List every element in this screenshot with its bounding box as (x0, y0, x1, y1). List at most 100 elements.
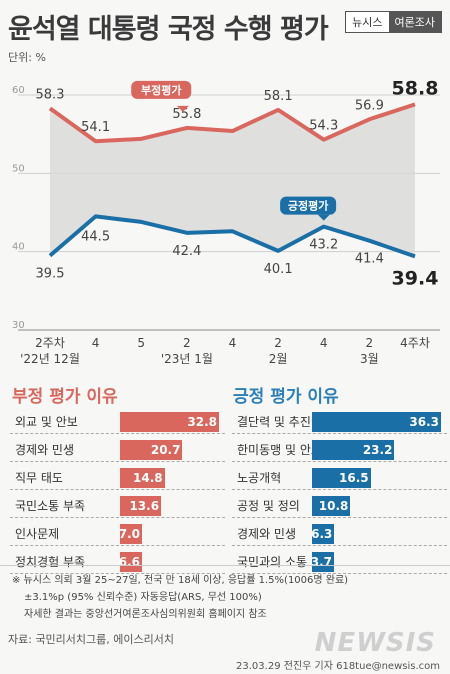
reason-bar-track: 10.8 (312, 496, 441, 516)
reason-row: 결단력 및 추진력 36.3 (232, 410, 447, 434)
data-label: 58.1 (264, 89, 293, 104)
reason-bar: 7.0 (118, 524, 142, 544)
reason-row: 경제와 민생 6.3 (232, 522, 447, 546)
data-label: 54.3 (309, 119, 338, 134)
reason-row: 경제와 민생 20.7 (10, 438, 225, 462)
x-tick-label: 2 (366, 336, 374, 350)
x-tick-label: 2 (183, 336, 191, 350)
unit-label: 단위: % (8, 51, 46, 64)
reason-row: 인사문제 7.0 (10, 522, 225, 546)
page-title: 윤석열 대통령 국정 수행 평가 (8, 14, 329, 45)
reason-bar: 6.3 (311, 524, 335, 544)
data-label: 40.1 (264, 262, 293, 277)
reason-bar: 3.7 (311, 552, 334, 572)
reason-bar-track: 20.7 (120, 440, 219, 460)
footnote-line-1: ※ 뉴시스 의뢰 3월 25~27일, 전국 만 18세 이상, 응답률 1.5… (12, 575, 349, 586)
reason-bar-track: 6.6 (118, 552, 219, 572)
data-label: 42.4 (172, 244, 201, 259)
reason-label: 국민소통 부족 (10, 494, 225, 518)
reason-bar-track: 14.8 (120, 468, 219, 488)
data-label: 39.4 (392, 267, 439, 289)
reason-row: 국민소통 부족 13.6 (10, 494, 225, 518)
reason-value: 36.3 (409, 415, 439, 429)
reason-value: 7.0 (118, 527, 140, 541)
x-tick-label: 2주차 (35, 336, 65, 350)
reason-label: 경제와 민생 (10, 438, 225, 462)
positive-reasons-list: 결단력 및 추진력 36.3 한미동맹 및 안보 강화 23.2 노공개혁 16.5 공정 … (232, 410, 447, 578)
x-tick-label: 2 (274, 336, 282, 350)
reason-row: 정치경험 부족 6.6 (10, 550, 225, 574)
credit-text: 23.03.29 전진우 기자 618tue@newsis.com (236, 661, 440, 672)
data-label: 54.1 (81, 120, 110, 135)
data-label: 43.2 (309, 238, 338, 253)
x-tick-sublabel: '22년 12월 (20, 352, 80, 366)
data-label: 58.3 (36, 87, 65, 102)
approval-line-chart: 30 40 50 60 58.3 54.1 55.8 58.1 54.3 56.9 58.8 39.5… (12, 77, 440, 366)
x-tick-sublabel: 3월 (360, 352, 379, 366)
data-label: 44.5 (81, 229, 110, 244)
x-tick-label: 4 (229, 336, 237, 350)
reason-value: 16.5 (339, 471, 369, 485)
reason-row: 외교 및 안보 32.8 (10, 410, 225, 434)
reason-value: 13.6 (129, 499, 160, 513)
reason-row: 노공개혁 16.5 (232, 466, 447, 490)
reason-value: 23.2 (362, 443, 393, 457)
negative-reasons-list: 외교 및 안보 32.8 경제와 민생 20.7 직무 태도 14.8 국민소통 부족 13.… (10, 410, 225, 578)
data-label: 58.8 (392, 77, 439, 99)
reason-value: 10.8 (318, 499, 349, 513)
reason-bar: 23.2 (312, 440, 395, 460)
reason-bar: 36.3 (312, 412, 441, 432)
reason-bar: 16.5 (312, 468, 371, 488)
x-tick-sublabel: '23년 1월 (161, 352, 213, 366)
reason-value: 6.3 (311, 527, 333, 541)
positive-series-line (48, 214, 416, 259)
negative-series-line (48, 102, 416, 144)
negative-series-tag-box (131, 80, 192, 99)
reason-bar: 13.6 (120, 496, 162, 516)
reason-label: 결단력 및 추진력 (232, 410, 447, 434)
positive-tag-pointer (317, 214, 330, 221)
reason-bar-track: 16.5 (312, 468, 441, 488)
source-badge: 뉴시스 여론조사 (345, 11, 442, 33)
reason-bar: 14.8 (120, 468, 165, 488)
reason-bar: 6.6 (118, 552, 142, 572)
data-label: 55.8 (172, 107, 201, 122)
y-tick-label: 60 (12, 85, 25, 96)
x-tick-label: 4주차 (400, 336, 430, 350)
y-tick-label: 40 (12, 242, 25, 253)
reason-value: 14.8 (133, 471, 163, 485)
reason-bar-track: 6.3 (311, 524, 441, 544)
divider (0, 565, 450, 566)
reason-value: 32.8 (187, 415, 217, 429)
reason-label: 노공개혁 (232, 466, 447, 490)
reason-label: 경제와 민생 (232, 522, 447, 546)
source-text: 자료: 국민리서치그룹, 에이스리서치 (8, 633, 174, 646)
reason-bar-track: 13.6 (120, 496, 219, 516)
reason-bar-track: 7.0 (118, 524, 219, 544)
reason-bar-track: 3.7 (311, 552, 441, 572)
reason-value: 20.7 (150, 443, 181, 457)
reason-bar: 20.7 (120, 440, 183, 460)
reason-bar-track: 32.8 (120, 412, 219, 432)
positive-series-tag-text: 긍정평가 (288, 199, 328, 213)
x-tick-label: 4 (320, 336, 328, 350)
footnote-line-2: ±3.1%p (95% 신뢰수준) 자동응답(ARS, 무선 100%) (24, 592, 262, 603)
reason-bar-track: 36.3 (312, 412, 441, 432)
y-tick-label: 50 (12, 163, 25, 174)
negative-tag-pointer (176, 105, 189, 112)
badge-newsis: 뉴시스 (346, 12, 389, 32)
negative-series-tag-text: 부정평가 (141, 83, 181, 97)
y-tick-label: 30 (12, 320, 25, 331)
reason-label: 직무 태도 (10, 466, 225, 490)
reason-row: 공정 및 정의 10.8 (232, 494, 447, 518)
reason-bar: 10.8 (312, 496, 351, 516)
reason-label: 외교 및 안보 (10, 410, 225, 434)
reason-bar-track: 23.2 (312, 440, 441, 460)
footnote: ※ 뉴시스 의뢰 3월 25~27일, 전국 만 18세 이상, 응답률 1.5… (12, 572, 348, 623)
footnote-line-3: 자세한 결과는 중앙선거여론조사심의위원회 홈페이지 참조 (24, 609, 267, 620)
reason-label: 인사문제 (10, 522, 225, 546)
positive-reasons-title: 긍정 평가 이유 (233, 387, 339, 407)
x-tick-label: 5 (137, 336, 145, 350)
reason-value: 6.6 (118, 555, 140, 569)
